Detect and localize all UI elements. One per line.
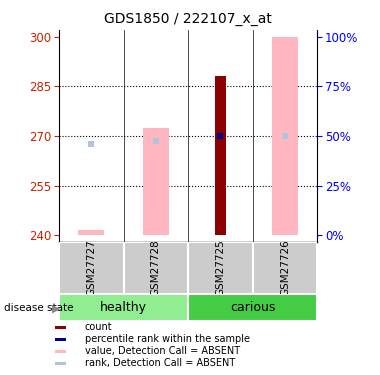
Bar <box>78 230 104 235</box>
Title: GDS1850 / 222107_x_at: GDS1850 / 222107_x_at <box>104 12 272 26</box>
Bar <box>215 76 226 235</box>
Bar <box>59 242 124 294</box>
Bar <box>55 362 66 364</box>
Bar <box>143 128 169 235</box>
Text: healthy: healthy <box>100 301 147 314</box>
Bar <box>124 242 188 294</box>
Bar <box>55 326 66 328</box>
Bar <box>253 242 317 294</box>
Text: GSM27725: GSM27725 <box>215 240 225 297</box>
Text: value, Detection Call = ABSENT: value, Detection Call = ABSENT <box>85 346 240 356</box>
Text: rank, Detection Call = ABSENT: rank, Detection Call = ABSENT <box>85 358 235 368</box>
Bar <box>55 350 66 352</box>
Text: disease state: disease state <box>4 303 73 313</box>
Text: GSM27727: GSM27727 <box>86 240 96 297</box>
Text: GSM27728: GSM27728 <box>151 240 161 297</box>
Bar <box>55 338 66 340</box>
Bar <box>188 294 317 321</box>
Text: ▶: ▶ <box>52 303 61 313</box>
Text: GSM27726: GSM27726 <box>280 240 290 297</box>
Text: percentile rank within the sample: percentile rank within the sample <box>85 334 250 344</box>
Bar <box>272 37 298 235</box>
Text: carious: carious <box>230 301 276 314</box>
Bar <box>188 242 253 294</box>
Bar <box>59 294 188 321</box>
Text: count: count <box>85 322 112 332</box>
